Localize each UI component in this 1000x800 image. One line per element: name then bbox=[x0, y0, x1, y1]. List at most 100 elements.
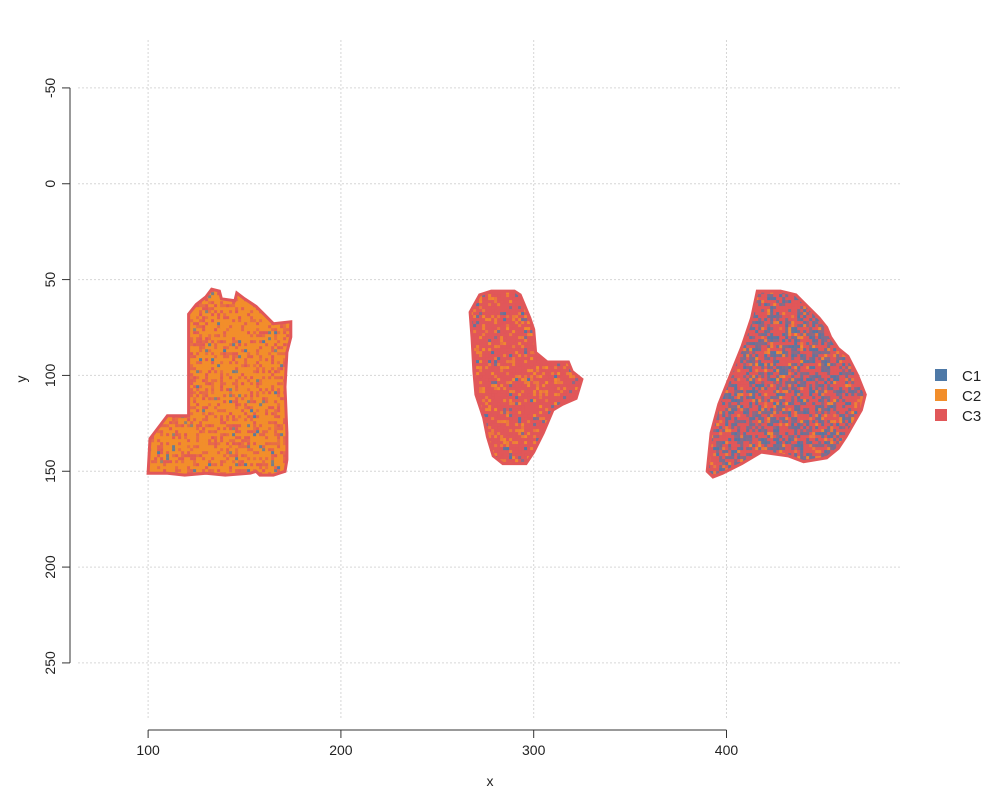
spot bbox=[181, 304, 185, 308]
spot bbox=[259, 316, 263, 320]
spot bbox=[223, 349, 227, 353]
spot bbox=[488, 306, 492, 310]
spot bbox=[220, 415, 224, 419]
spot bbox=[247, 442, 251, 446]
spot bbox=[824, 339, 828, 343]
spot bbox=[196, 457, 200, 461]
spot bbox=[247, 469, 251, 473]
spot bbox=[199, 373, 203, 377]
spot bbox=[536, 417, 540, 421]
spot bbox=[743, 309, 747, 313]
spot bbox=[836, 465, 840, 469]
spot bbox=[479, 300, 483, 304]
spot bbox=[557, 369, 561, 373]
spot bbox=[244, 418, 248, 422]
spot bbox=[551, 321, 555, 325]
spot bbox=[557, 297, 561, 301]
spot bbox=[572, 420, 576, 424]
spot bbox=[229, 352, 233, 356]
spot bbox=[157, 433, 161, 437]
spot bbox=[220, 370, 224, 374]
spot bbox=[202, 397, 206, 401]
spot bbox=[196, 382, 200, 386]
spot bbox=[271, 430, 275, 434]
spot bbox=[755, 345, 759, 349]
spot bbox=[238, 469, 242, 473]
spot bbox=[572, 381, 576, 385]
spot bbox=[797, 348, 801, 352]
spot bbox=[274, 376, 278, 380]
spot bbox=[776, 321, 780, 325]
spot bbox=[169, 403, 173, 407]
spot bbox=[542, 327, 546, 331]
spot bbox=[545, 435, 549, 439]
spot bbox=[536, 360, 540, 364]
spot bbox=[791, 399, 795, 403]
spot bbox=[214, 346, 218, 350]
spot bbox=[740, 453, 744, 457]
spot bbox=[575, 318, 579, 322]
spot bbox=[767, 318, 771, 322]
spot bbox=[728, 417, 732, 421]
spot bbox=[530, 438, 534, 442]
spot bbox=[277, 430, 281, 434]
spot bbox=[160, 445, 164, 449]
spot bbox=[776, 312, 780, 316]
spot bbox=[280, 424, 284, 428]
spot bbox=[776, 444, 780, 448]
spot bbox=[187, 466, 191, 470]
spot bbox=[800, 411, 804, 415]
spot bbox=[226, 388, 230, 392]
spot bbox=[746, 369, 750, 373]
spot bbox=[779, 402, 783, 406]
spot bbox=[779, 384, 783, 388]
spot bbox=[169, 385, 173, 389]
spot bbox=[506, 372, 510, 376]
spot bbox=[821, 384, 825, 388]
spot bbox=[244, 313, 248, 317]
spot bbox=[818, 384, 822, 388]
spot bbox=[476, 375, 480, 379]
spot bbox=[719, 447, 723, 451]
spot bbox=[833, 474, 837, 477]
spot bbox=[575, 441, 579, 445]
spot bbox=[833, 351, 837, 355]
spot bbox=[250, 328, 254, 332]
spot bbox=[172, 346, 176, 350]
spot bbox=[271, 385, 275, 389]
spot bbox=[824, 306, 828, 310]
spot bbox=[572, 306, 576, 310]
spot bbox=[232, 343, 236, 347]
spot bbox=[728, 384, 732, 388]
spot bbox=[722, 408, 726, 412]
spot bbox=[830, 297, 834, 301]
spot bbox=[830, 303, 834, 307]
spot bbox=[836, 330, 840, 334]
spot bbox=[169, 454, 173, 458]
spot bbox=[554, 291, 558, 295]
spot bbox=[169, 340, 173, 344]
spot bbox=[569, 417, 573, 421]
spot bbox=[515, 333, 519, 337]
spot bbox=[503, 336, 507, 340]
spot bbox=[728, 321, 732, 325]
spot bbox=[725, 426, 729, 430]
spot bbox=[743, 426, 747, 430]
spot bbox=[217, 439, 221, 443]
spot bbox=[731, 351, 735, 355]
spot bbox=[716, 327, 720, 331]
spot bbox=[716, 444, 720, 448]
spot bbox=[491, 420, 495, 424]
spot bbox=[211, 463, 215, 467]
spot bbox=[719, 405, 723, 409]
spot bbox=[527, 444, 531, 448]
spot bbox=[223, 367, 227, 371]
spot bbox=[521, 318, 525, 322]
spot bbox=[800, 324, 804, 328]
spot bbox=[488, 456, 492, 460]
spot bbox=[803, 441, 807, 445]
spot bbox=[530, 333, 534, 337]
spot bbox=[554, 294, 558, 298]
spot bbox=[719, 444, 723, 448]
spot bbox=[482, 372, 486, 376]
